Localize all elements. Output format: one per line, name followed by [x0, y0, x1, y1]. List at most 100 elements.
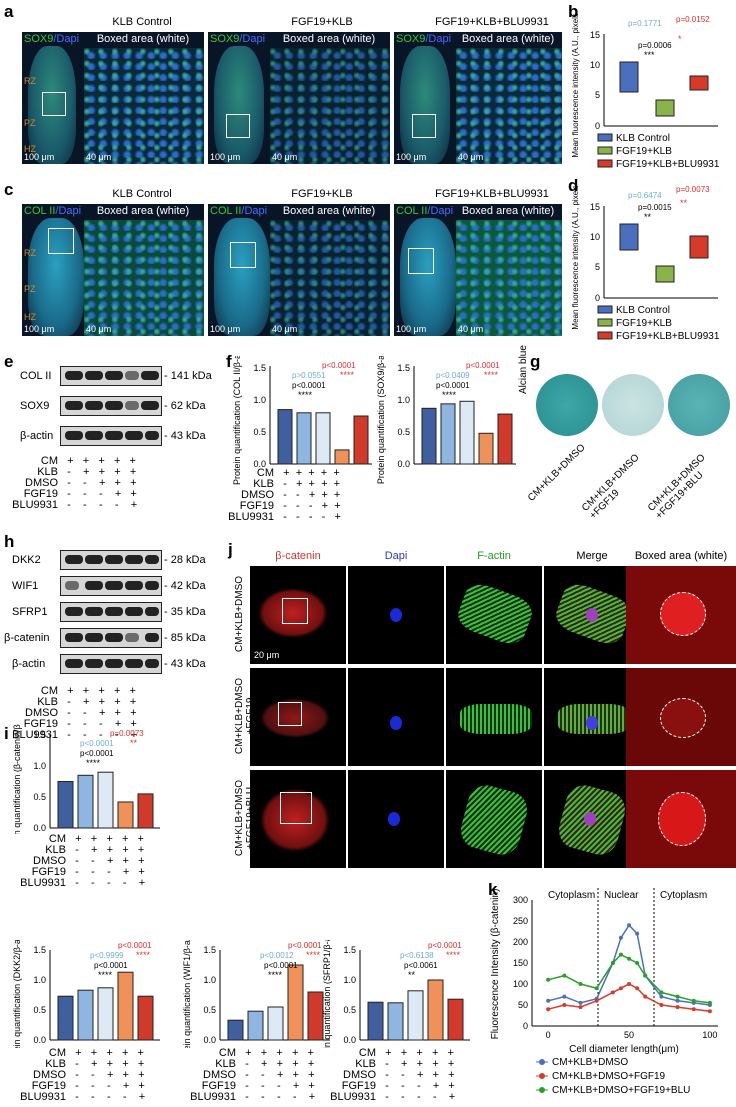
- b-ytick-10: 10: [590, 60, 600, 70]
- f-left-bars-bar-3: [315, 412, 331, 465]
- h-conditions: CM + + + + + KLB - + + + + DMSO - - + + …: [10, 686, 137, 741]
- b-legend-2: FGF19+KLB: [616, 146, 672, 157]
- c2-scale-big: 100 μm: [210, 324, 241, 334]
- a-title-1: KLB Control: [112, 16, 172, 28]
- wif1-ytick-15: 1.5: [203, 945, 216, 955]
- a3-stain: SOX9: [396, 33, 426, 45]
- b-ytick-0: 0: [595, 121, 600, 131]
- k-point-1-10: [659, 994, 664, 999]
- i-conditions: CM + + + + + KLB - + + + + DMSO - - + + …: [8, 834, 145, 889]
- wif1-star1: ****: [268, 970, 283, 980]
- panel-e: COL II - 141 kDa SOX9 - 62 kDa β-actin -…: [0, 366, 230, 536]
- dkk2-star2: ****: [136, 950, 151, 960]
- j-scale: 20 μm: [254, 650, 280, 660]
- j-hdr-dapi: Dapi: [384, 550, 408, 562]
- wif1-ytick-10: 1.0: [203, 975, 216, 985]
- k-point-3-9: [643, 973, 648, 978]
- c3-scale-small: 40 μm: [458, 324, 484, 334]
- j-hdr-bcatenin: β-catenin: [275, 550, 321, 562]
- k-point-2-1: [546, 1007, 551, 1012]
- c2-dapi: Dapi: [244, 205, 268, 217]
- f-right-bars-bar-3: [459, 400, 475, 465]
- sfrp1-star2: ****: [446, 950, 461, 960]
- f-right-ylabel: Protein quantification (SOX9/β-actin): [376, 356, 386, 484]
- c-title-2: FGF19+KLB: [291, 188, 353, 200]
- k-xtick-100: 100: [702, 1030, 717, 1040]
- bottom-conditions-3: CM + + + + + KLB - + + + + DMSO - - + + …: [318, 1048, 455, 1103]
- j-hdr-merge: Merge: [576, 550, 608, 562]
- fr-ytick-15: 1.5: [397, 363, 410, 373]
- b2-cond-blu: BLU9931: [190, 1091, 236, 1103]
- f-right-star2: ****: [484, 370, 499, 380]
- panel-label-j: j: [228, 540, 233, 559]
- b-ytick-5: 5: [595, 90, 600, 100]
- b3-cond-fgf19: FGF19: [341, 1080, 376, 1092]
- a-title-2: FGF19+KLB: [291, 16, 353, 28]
- dkk2-ytick-15: 1.5: [33, 945, 46, 955]
- k-xtick-0: 0: [546, 1030, 551, 1040]
- k-point-3-1: [546, 977, 551, 982]
- h-kda-dkk2: - 28 kDa: [164, 554, 206, 566]
- k-point-3-5: [610, 961, 615, 965]
- f-left-star2: ****: [340, 370, 355, 380]
- i-cond-cm: CM: [48, 833, 66, 845]
- f-left-p3: p<0.0001: [292, 381, 326, 390]
- h-row-wif1: WIF1: [12, 580, 39, 592]
- j-rowlabel-1: CM+KLB+DMSO: [234, 575, 245, 653]
- wif1-ylabel: Protein quantification (WIF1/β-actin): [182, 940, 192, 1048]
- sfrp1-star1: **: [408, 970, 416, 980]
- wif1-star2: ****: [306, 950, 321, 960]
- k-point-2-12: [691, 1007, 696, 1012]
- b2-cond-fgf19: FGF19: [201, 1080, 236, 1092]
- h-blot-sfrp1: [60, 602, 162, 622]
- wif1-p1: p<0.0001: [288, 941, 322, 950]
- k-legend-3: CM+KLB+DMSO+FGF19+BLU: [552, 1085, 690, 1096]
- f-right-p2: p<0.0409: [436, 371, 470, 380]
- f-right-p1: p<0.0001: [466, 361, 500, 370]
- k-ytick-200: 200: [513, 937, 528, 947]
- k-ytick-50: 50: [518, 1000, 528, 1010]
- f-ytick-0: 0.0: [253, 459, 266, 469]
- j-rowlabel-1-wrap: CM+KLB+DMSO: [234, 566, 248, 662]
- b1-cond-cm: CM: [48, 1047, 66, 1059]
- panel-c: KLB Control FGF19+KLB FGF19+KLB+BLU9931 …: [22, 188, 562, 338]
- j-r2-bcatenin: [250, 668, 346, 766]
- e-blot-sox9: [60, 396, 162, 416]
- d-box-2: [655, 265, 675, 283]
- panel-label-d: d: [568, 176, 579, 195]
- wif1-bars-bar-5: [307, 991, 324, 1041]
- a2-dapi: Dapi: [242, 33, 266, 45]
- i-bars: [57, 771, 154, 829]
- j-r2-merge: [544, 668, 640, 766]
- chart-f-right: Protein quantification (SOX9/β-actin) 0.…: [376, 356, 516, 484]
- k-point-2-4: [594, 998, 599, 1003]
- g-side-label: Alcian blue: [518, 345, 529, 394]
- wif1-bars-bar-3: [267, 1006, 284, 1041]
- b2-cond-dmso: DMSO: [203, 1069, 236, 1081]
- f-left-bars-bar-5: [353, 415, 369, 465]
- f-conditions: CM + + + + + KLB - + + + + DMSO - - + + …: [222, 468, 341, 523]
- b1-cond-blu: BLU9931: [20, 1091, 66, 1103]
- h-blot-bcatenin: [60, 628, 162, 648]
- i-bars-bar-4: [117, 801, 134, 829]
- a-stain-dapi: Dapi: [56, 33, 80, 45]
- panel-j: β-catenin Dapi F-actin Merge Boxed area …: [234, 548, 736, 878]
- j-rowlabel-3-wrap: CM+KLB+DMSO +FGF19+BLU: [234, 770, 256, 866]
- sfrp1-bars-bar-2: [387, 1002, 404, 1041]
- d-ytick-15: 15: [590, 202, 600, 212]
- c3-dapi: Dapi: [430, 205, 454, 217]
- scale-small: 40 μm: [86, 152, 112, 162]
- a-image-3: SOX9/Dapi Boxed area (white) 100 μm 40 μ…: [394, 32, 562, 164]
- h-cond-cm: CM: [40, 685, 58, 697]
- j-r1-bcatenin: 20 μm: [250, 566, 346, 664]
- b-star1: ***: [644, 50, 655, 60]
- d-box-1: [619, 223, 639, 251]
- h-cond-blu: BLU9931: [12, 729, 58, 741]
- a-title-3: FGF19+KLB+BLU9931: [435, 16, 549, 28]
- k-point-3-6: [618, 952, 623, 957]
- chart-i: Protein quantification (β-catenin/β-acti…: [12, 724, 160, 834]
- i-cond-fgf19: FGF19: [31, 866, 66, 878]
- i-p2: p<0.0001: [80, 739, 114, 748]
- k-ytick-0: 0: [523, 1021, 528, 1031]
- c1-slash: /: [55, 205, 59, 217]
